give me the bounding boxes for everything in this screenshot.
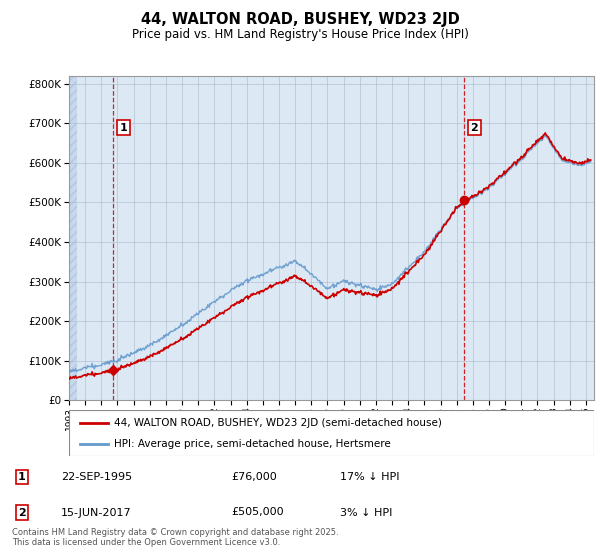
Text: 17% ↓ HPI: 17% ↓ HPI	[340, 472, 400, 482]
FancyBboxPatch shape	[69, 410, 594, 456]
Text: 1: 1	[18, 472, 26, 482]
Text: £505,000: £505,000	[231, 507, 284, 517]
Text: 1: 1	[119, 123, 127, 133]
Text: Price paid vs. HM Land Registry's House Price Index (HPI): Price paid vs. HM Land Registry's House …	[131, 28, 469, 41]
Text: 15-JUN-2017: 15-JUN-2017	[61, 507, 131, 517]
Text: 44, WALTON ROAD, BUSHEY, WD23 2JD: 44, WALTON ROAD, BUSHEY, WD23 2JD	[140, 12, 460, 27]
Text: 22-SEP-1995: 22-SEP-1995	[61, 472, 132, 482]
Text: HPI: Average price, semi-detached house, Hertsmere: HPI: Average price, semi-detached house,…	[113, 439, 391, 449]
Text: 2: 2	[18, 507, 26, 517]
Text: Contains HM Land Registry data © Crown copyright and database right 2025.
This d: Contains HM Land Registry data © Crown c…	[12, 528, 338, 547]
Text: 44, WALTON ROAD, BUSHEY, WD23 2JD (semi-detached house): 44, WALTON ROAD, BUSHEY, WD23 2JD (semi-…	[113, 418, 442, 428]
Text: £76,000: £76,000	[231, 472, 277, 482]
Text: 2: 2	[470, 123, 478, 133]
Text: 3% ↓ HPI: 3% ↓ HPI	[340, 507, 392, 517]
